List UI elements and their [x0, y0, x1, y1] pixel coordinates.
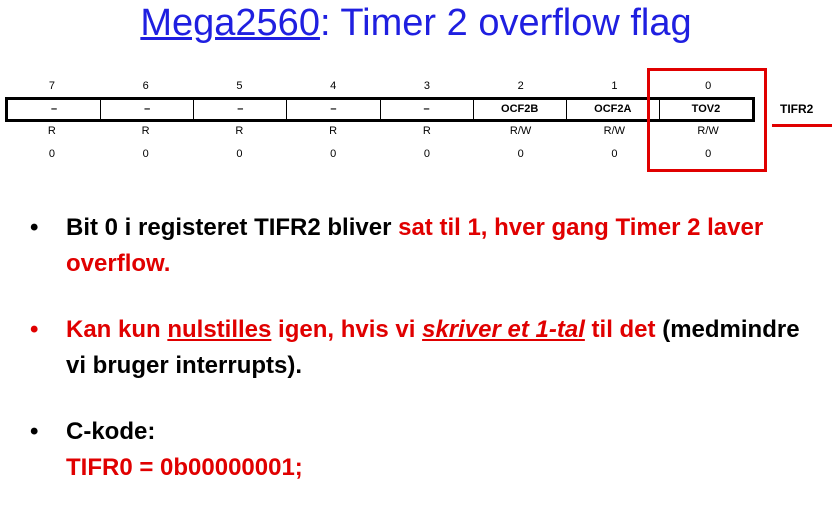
title-rest: : Timer 2 overflow flag: [319, 2, 692, 44]
bullet-text: igen, hvis vi: [271, 316, 423, 343]
bullet-underlined: nulstilles: [167, 316, 272, 343]
reset-cell: 0: [330, 148, 337, 160]
bullet-text-black: (medmindre vi bruger interrupts).: [66, 316, 800, 379]
code-line: TIFR0 = 0b00000001;: [66, 454, 303, 481]
access-cell: R: [422, 125, 431, 137]
access-cell: R/W: [509, 125, 532, 137]
bit-number: 4: [330, 80, 337, 92]
reset-cell: 0: [48, 148, 55, 160]
register-bit: OCF2B: [474, 100, 567, 119]
bit-numbers-row: 7 6 5 4 3 2 1 0: [5, 80, 755, 92]
register-bit: –: [8, 100, 102, 119]
bullet-text: Kan kun: [66, 316, 168, 343]
bullet-list: • Bit 0 i registeret TIFR2 bliver sat ti…: [30, 210, 820, 486]
bullet-item: • Kan kun nulstilles igen, hvis vi skriv…: [30, 312, 820, 384]
tov2-highlight-box: [647, 68, 767, 172]
bit-number: 7: [48, 80, 55, 92]
reset-cell: 0: [705, 148, 712, 160]
bit-number: 2: [517, 80, 524, 92]
bullet-dot: •: [30, 418, 39, 445]
bullet-item: • C-kode: TIFR0 = 0b00000001;: [30, 414, 820, 486]
access-cell: R: [235, 125, 244, 137]
bit-number: 3: [423, 80, 430, 92]
register-bit: –: [101, 100, 195, 119]
register-bit: –: [287, 100, 381, 119]
register-bit: –: [381, 100, 474, 119]
reset-cell: 0: [517, 148, 524, 160]
bullet-item: • Bit 0 i registeret TIFR2 bliver sat ti…: [30, 210, 820, 282]
bit-number: 0: [705, 80, 712, 92]
access-cell: R/W: [697, 125, 719, 137]
bullet-text: Bit 0 i registeret TIFR2 bliver: [66, 214, 399, 241]
access-cell: R: [329, 125, 338, 137]
access-cell: R: [141, 125, 150, 137]
register-table: – – – – – OCF2B OCF2A TOV2: [5, 97, 755, 122]
reset-row: 0 0 0 0 0 0 0 0: [5, 148, 755, 160]
red-pointer-line: [772, 124, 832, 127]
bit-number: 5: [236, 80, 243, 92]
code-label: C-kode:: [66, 418, 156, 445]
register-bit: –: [194, 100, 288, 119]
title-link-part: Mega2560: [140, 2, 320, 44]
access-cell: R: [47, 125, 56, 137]
access-cell: R/W: [603, 125, 626, 137]
access-row: R R R R R R/W R/W R/W: [5, 125, 755, 137]
bullet-text: til det: [584, 316, 656, 343]
register-name: TIFR2: [780, 102, 814, 116]
reset-cell: 0: [423, 148, 430, 160]
register-bit: TOV2: [691, 103, 721, 115]
bit-number: 6: [142, 80, 149, 92]
reset-cell: 0: [142, 148, 149, 160]
bit-number: 1: [611, 80, 618, 92]
bullet-emphasis: skriver et 1-tal: [422, 316, 585, 343]
bullet-dot: •: [30, 214, 39, 241]
slide-title: Mega2560: Timer 2 overflow flag: [0, 2, 832, 45]
reset-cell: 0: [611, 148, 618, 160]
bullet-text-red: sat til 1, hver gang Timer 2 laver overf…: [66, 214, 764, 277]
register-bit: OCF2A: [567, 100, 660, 119]
bullet-dot: •: [30, 316, 39, 343]
reset-cell: 0: [236, 148, 243, 160]
